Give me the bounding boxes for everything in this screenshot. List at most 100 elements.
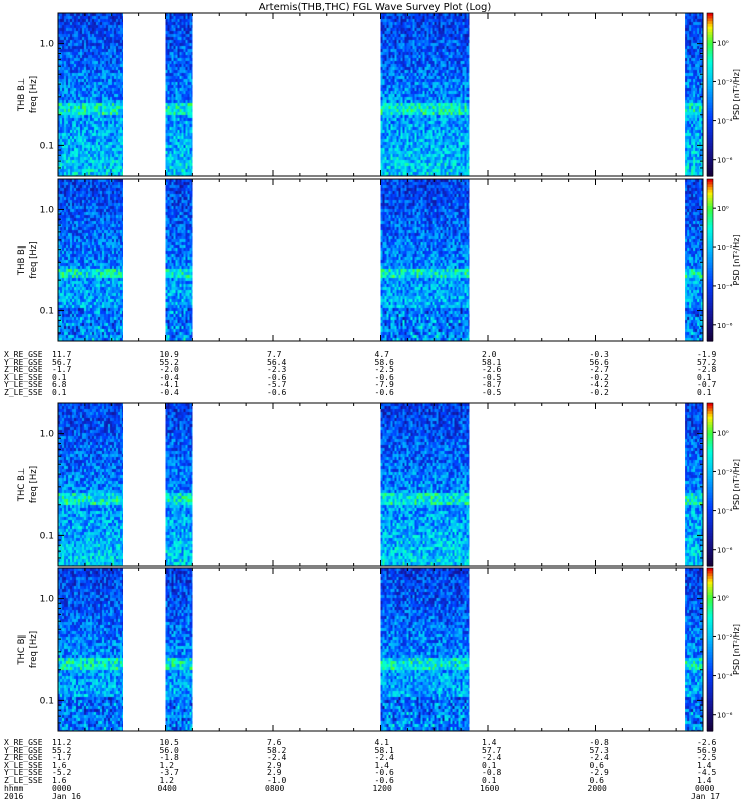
colorbar-cell	[707, 603, 713, 607]
colorbar-cell	[707, 23, 713, 28]
colorbar-cell	[707, 506, 713, 510]
colorbar-cell	[707, 189, 713, 194]
ephemeris-value: -2.7	[589, 365, 609, 375]
colorbar-cell	[707, 408, 713, 412]
colorbar-cell	[707, 457, 713, 461]
colorbar-cell	[707, 208, 713, 212]
colorbar-tick-label: 10⁰	[717, 594, 729, 602]
ephemeris-value: -0.6	[374, 387, 394, 397]
ephemeris-table-thb: X_RE_GSE 11.7 10.9 7.7 4.7 2.0 -0.3 -1.9 Y_RE_GS…	[0, 351, 750, 397]
panel-3: 1.0 0.1 freq [Hz]THC B⊥ 10⁰ 10⁻² 10⁻⁴ 10⁻⁶ PSD …	[17, 402, 741, 567]
colorbar-cell	[707, 403, 713, 407]
colorbar-cell	[707, 224, 713, 229]
colorbar-tick-label: 10⁰	[717, 429, 729, 437]
colorbar-cell	[707, 116, 713, 120]
y-axis-unit: freq [Hz]	[29, 631, 39, 668]
colorbar-cell	[707, 91, 713, 96]
colorbar-cell	[707, 446, 713, 450]
colorbar-cell	[707, 578, 713, 583]
colorbar-cell	[707, 665, 713, 670]
colorbar-cell	[707, 94, 713, 98]
ephemeris-row: X_LE_SSE 1.6 1.2 2.9 1.4 0.1 0.6 1.4	[0, 760, 750, 770]
ephemeris-value: 58.6	[374, 357, 394, 367]
colorbar-cell	[707, 538, 713, 543]
colorbar-cell	[707, 108, 713, 112]
colorbar-cell	[707, 514, 713, 518]
colorbar-cell	[707, 249, 713, 253]
colorbar-cell	[707, 15, 713, 20]
spectrogram-segment	[685, 13, 704, 176]
colorbar-cell	[707, 489, 713, 494]
ephemeris-value: 57.2	[697, 357, 717, 367]
colorbar-cell	[707, 72, 713, 77]
x-tick-label: 1200	[372, 784, 392, 793]
ephemeris-value: -1.7	[52, 753, 72, 763]
ephemeris-label: Z_RE_GSE	[4, 365, 43, 375]
colorbar-cell	[707, 635, 713, 640]
colorbar-cell	[707, 243, 713, 248]
ephemeris-value: 7.7	[267, 350, 282, 359]
spectrogram-segment	[165, 13, 193, 176]
colorbar-cell	[707, 206, 713, 210]
colorbar-cell	[707, 268, 713, 272]
ephemeris-value: -1.0	[267, 775, 287, 785]
spectrogram-segment	[380, 568, 470, 731]
colorbar-cell	[707, 597, 713, 602]
colorbar-cell	[707, 230, 713, 234]
colorbar-tick-label: 10⁻⁶	[717, 547, 733, 555]
ephemeris-value: -0.6	[374, 372, 394, 382]
spectrogram-segment	[685, 403, 704, 566]
colorbar-cell	[707, 18, 713, 22]
colorbar-cell	[707, 432, 713, 437]
ephemeris-value: -0.6	[267, 387, 287, 397]
colorbar-cell	[707, 703, 713, 708]
ephemeris-value: -0.8	[589, 738, 609, 747]
x-date-label: Jan 17	[691, 791, 720, 801]
colorbar-cell	[707, 555, 713, 559]
spectrogram-segment	[58, 403, 123, 566]
colorbar-cell	[707, 70, 713, 74]
colorbar-cell	[707, 214, 713, 218]
ephemeris-value: 0.1	[52, 372, 67, 382]
colorbar-cell	[707, 728, 713, 732]
colorbar-cell	[707, 235, 713, 239]
ephemeris-label: Y_RE_GSE	[4, 745, 43, 755]
x-tick-label: 1600	[480, 784, 500, 793]
ephemeris-value: 6.8	[52, 380, 67, 390]
colorbar-cell	[707, 633, 713, 637]
colorbar-cell	[707, 278, 713, 283]
colorbar-cell	[707, 80, 713, 85]
colorbar-cell	[707, 143, 713, 147]
colorbar-cell	[707, 51, 713, 55]
colorbar-cell	[707, 663, 713, 667]
ephemeris-value: -2.0	[159, 365, 179, 375]
colorbar-cell	[707, 595, 713, 599]
colorbar-cell	[707, 40, 713, 44]
colorbar-cell	[707, 246, 713, 250]
colorbar-cell	[707, 200, 713, 204]
colorbar-cell	[707, 295, 713, 299]
ephemeris-row: Y_RE_GSE 56.7 55.2 56.4 58.6 58.1 56.6 57.2	[0, 357, 750, 367]
y-axis-label: THB B⊥	[17, 78, 27, 112]
colorbar-cell	[707, 684, 713, 689]
ephemeris-value: -4.5	[697, 768, 717, 778]
colorbar-cell	[707, 151, 713, 155]
ephemeris-row: Z_LE_SSE 0.1 -0.4 -0.6 -0.6 -0.5 -0.2 0.1	[0, 389, 750, 397]
chart-title: Artemis(THB,THC) FGL Wave Survey Plot (L…	[259, 2, 492, 13]
colorbar-tick-label: 10⁻⁴	[717, 673, 733, 681]
colorbar-cell	[707, 238, 713, 242]
ephemeris-value: 1.4	[697, 760, 712, 770]
ephemeris-label: Y_LE_SSE	[4, 380, 43, 390]
colorbar-cell	[707, 203, 713, 207]
ephemeris-value: -0.6	[374, 768, 394, 778]
colorbar-cell	[707, 233, 713, 237]
colorbar-cell	[707, 484, 713, 488]
colorbar-cell	[707, 625, 713, 629]
colorbar-cell	[707, 619, 713, 623]
colorbar-cell	[707, 676, 713, 680]
time-row-label: hhmm	[4, 784, 24, 793]
colorbar-cell	[707, 692, 713, 697]
ephemeris-value: -0.7	[697, 380, 717, 390]
colorbar-cell	[707, 105, 713, 109]
spectrogram-segment	[380, 179, 470, 341]
